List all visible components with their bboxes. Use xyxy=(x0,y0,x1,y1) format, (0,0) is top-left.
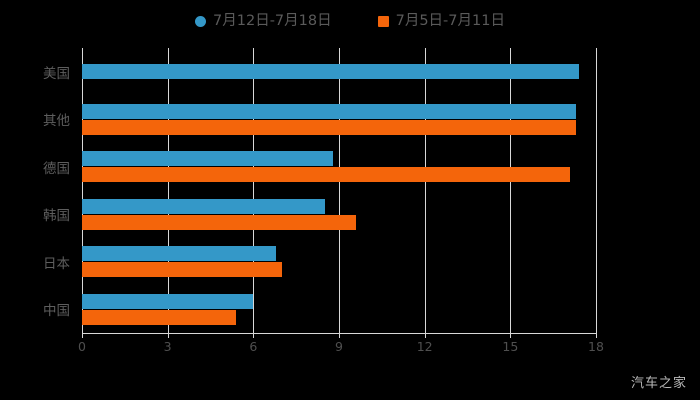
bar-series-a xyxy=(82,103,576,119)
gridline-x xyxy=(510,48,512,333)
watermark-label: 汽车之家 xyxy=(630,376,687,391)
x-axis-tick-label: 0 xyxy=(78,339,86,354)
gridline-x xyxy=(596,48,597,333)
legend-circle-marker-blue-icon xyxy=(195,15,207,27)
x-axis-tick-label: 12 xyxy=(416,339,433,354)
x-axis-tick xyxy=(253,333,255,338)
gridline-x xyxy=(339,48,340,333)
bar-series-a xyxy=(82,246,277,262)
bar-series-b xyxy=(82,262,282,278)
x-axis-tick xyxy=(510,333,512,338)
x-axis-tick xyxy=(424,333,426,338)
legend-item-series-b[interactable]: 7月5日-7月11日 xyxy=(377,12,505,29)
legend-label-series-b: 7月5日-7月11日 xyxy=(395,12,505,29)
x-axis-tick-label: 6 xyxy=(249,339,258,354)
bar-series-a xyxy=(82,64,579,80)
y-axis-category-label: 其他 xyxy=(43,113,70,130)
gridline-x xyxy=(167,48,169,333)
x-axis-tick xyxy=(82,333,83,338)
legend-square-marker-orange-icon xyxy=(377,15,389,27)
y-axis-category-label: 德国 xyxy=(43,160,70,177)
x-axis-tick-label: 3 xyxy=(163,339,172,354)
bar-series-a xyxy=(82,151,334,167)
x-axis-tick-label: 15 xyxy=(502,339,519,354)
x-axis-tick xyxy=(167,333,169,338)
x-axis-tick xyxy=(339,333,340,338)
chart-legend: 7月12日-7月18日 7月5日-7月11日 xyxy=(0,8,700,34)
gridline-x xyxy=(253,48,255,333)
gridline-x xyxy=(82,48,83,333)
bar-series-b xyxy=(82,309,237,325)
legend-label-series-a: 7月12日-7月18日 xyxy=(213,12,332,29)
x-axis-tick xyxy=(596,333,597,338)
bar-series-a xyxy=(82,198,325,214)
bar-series-b xyxy=(82,167,571,183)
bar-series-a xyxy=(82,293,254,309)
y-axis-category-label: 日本 xyxy=(43,255,70,272)
bar-series-b xyxy=(82,214,357,230)
gridline-x xyxy=(424,48,426,333)
plot-area xyxy=(82,48,597,333)
bar-series-b xyxy=(82,119,576,135)
y-axis-category-label: 美国 xyxy=(43,65,70,82)
x-axis-tick-label: 9 xyxy=(335,339,343,354)
y-axis-category-label: 中国 xyxy=(43,303,70,320)
y-axis-category-label: 韩国 xyxy=(43,208,70,225)
legend-item-series-a[interactable]: 7月12日-7月18日 xyxy=(195,14,332,29)
x-axis-tick-label: 18 xyxy=(588,339,604,354)
